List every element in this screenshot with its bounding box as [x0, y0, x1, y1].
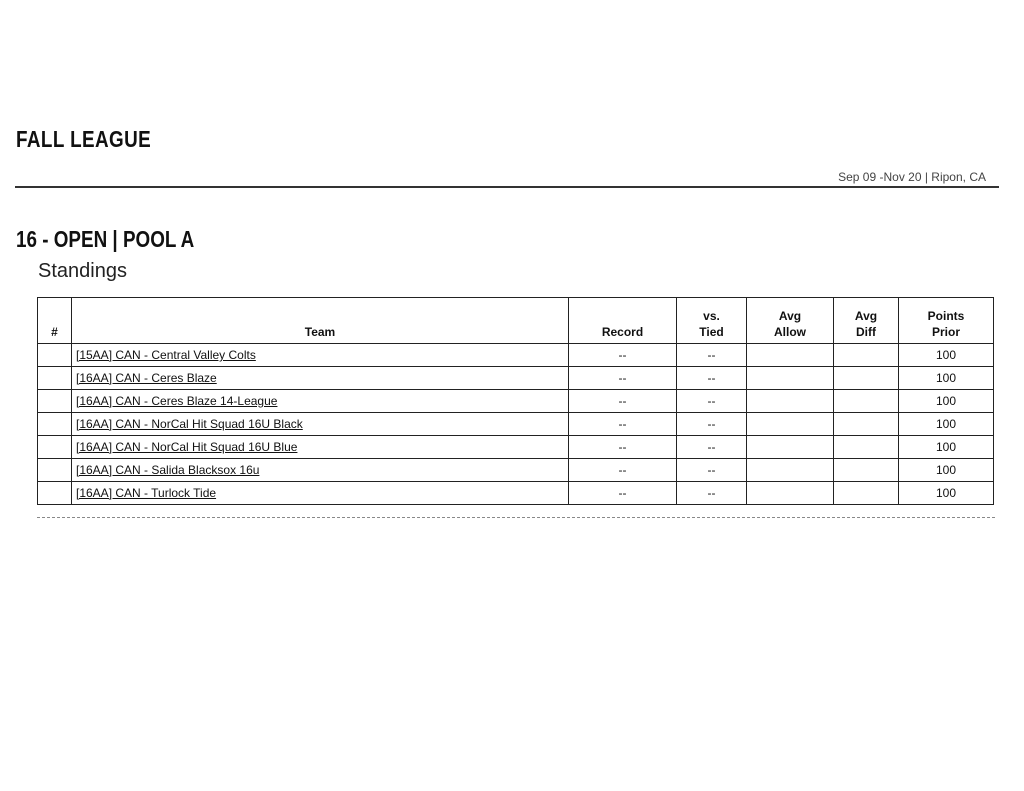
record-cell: --	[568, 366, 677, 390]
rank-cell	[37, 412, 72, 436]
team-cell: [16AA] CAN - Salida Blacksox 16u	[71, 458, 569, 482]
table-row: [16AA] CAN - Ceres Blaze -- -- 100	[37, 366, 994, 390]
points-prior-cell: 100	[898, 458, 994, 482]
record-cell: --	[568, 343, 677, 367]
avg-diff-cell	[833, 389, 899, 413]
team-link[interactable]: [16AA] CAN - Ceres Blaze 14-League	[76, 394, 278, 408]
team-link[interactable]: [16AA] CAN - Ceres Blaze	[76, 371, 217, 385]
team-cell: [16AA] CAN - Turlock Tide	[71, 481, 569, 505]
col-team: Team	[71, 297, 569, 344]
team-cell: [16AA] CAN - NorCal Hit Squad 16U Black	[71, 412, 569, 436]
event-dates-location: Sep 09 -Nov 20 | Ripon, CA	[838, 170, 986, 184]
avg-allow-cell	[746, 435, 834, 459]
col-points-prior: Points Prior	[898, 297, 994, 344]
vs-tied-cell: --	[676, 343, 747, 367]
team-cell: [16AA] CAN - NorCal Hit Squad 16U Blue	[71, 435, 569, 459]
points-prior-cell: 100	[898, 412, 994, 436]
record-cell: --	[568, 412, 677, 436]
avg-allow-cell	[746, 389, 834, 413]
rank-cell	[37, 343, 72, 367]
avg-diff-cell	[833, 458, 899, 482]
col-vs-tied: vs. Tied	[676, 297, 747, 344]
table-row: [16AA] CAN - Turlock Tide -- -- 100	[37, 481, 994, 505]
avg-allow-cell	[746, 366, 834, 390]
avg-diff-cell	[833, 481, 899, 505]
avg-diff-cell	[833, 366, 899, 390]
rank-cell	[37, 458, 72, 482]
header-divider	[15, 186, 999, 188]
col-record: Record	[568, 297, 677, 344]
team-link[interactable]: [16AA] CAN - NorCal Hit Squad 16U Black	[76, 417, 303, 431]
points-prior-cell: 100	[898, 481, 994, 505]
rank-cell	[37, 435, 72, 459]
team-cell: [16AA] CAN - Ceres Blaze	[71, 366, 569, 390]
vs-tied-cell: --	[676, 366, 747, 390]
points-prior-cell: 100	[898, 389, 994, 413]
team-cell: [16AA] CAN - Ceres Blaze 14-League	[71, 389, 569, 413]
standings-table: # Team Record vs. Tied Avg Allow Avg Dif…	[37, 297, 994, 505]
record-cell: --	[568, 458, 677, 482]
table-row: [16AA] CAN - NorCal Hit Squad 16U Blue --…	[37, 435, 994, 459]
avg-allow-cell	[746, 458, 834, 482]
col-avg-allow: Avg Allow	[746, 297, 834, 344]
points-prior-cell: 100	[898, 435, 994, 459]
avg-diff-cell	[833, 412, 899, 436]
avg-allow-cell	[746, 412, 834, 436]
record-cell: --	[568, 389, 677, 413]
page-title: FALL LEAGUE	[16, 126, 152, 152]
table-row: [15AA] CAN - Central Valley Colts -- -- 100	[37, 343, 994, 367]
avg-diff-cell	[833, 435, 899, 459]
points-prior-cell: 100	[898, 366, 994, 390]
vs-tied-cell: --	[676, 458, 747, 482]
rank-cell	[37, 481, 72, 505]
team-link[interactable]: [16AA] CAN - Salida Blacksox 16u	[76, 463, 260, 477]
record-cell: --	[568, 435, 677, 459]
points-prior-cell: 100	[898, 343, 994, 367]
standings-heading: Standings	[38, 260, 127, 282]
vs-tied-cell: --	[676, 435, 747, 459]
team-link[interactable]: [16AA] CAN - NorCal Hit Squad 16U Blue	[76, 440, 298, 454]
team-cell: [15AA] CAN - Central Valley Colts	[71, 343, 569, 367]
footer-divider	[37, 517, 995, 518]
avg-diff-cell	[833, 343, 899, 367]
table-header-row: # Team Record vs. Tied Avg Allow Avg Dif…	[37, 297, 994, 344]
vs-tied-cell: --	[676, 389, 747, 413]
table-row: [16AA] CAN - NorCal Hit Squad 16U Black -…	[37, 412, 994, 436]
avg-allow-cell	[746, 481, 834, 505]
division-title: 16 - OPEN | POOL A	[16, 226, 195, 252]
table-row: [16AA] CAN - Ceres Blaze 14-League -- -- 10…	[37, 389, 994, 413]
table-row: [16AA] CAN - Salida Blacksox 16u -- -- 100	[37, 458, 994, 482]
rank-cell	[37, 389, 72, 413]
team-link[interactable]: [16AA] CAN - Turlock Tide	[76, 486, 217, 500]
col-avg-diff: Avg Diff	[833, 297, 899, 344]
col-rank: #	[37, 297, 72, 344]
rank-cell	[37, 366, 72, 390]
record-cell: --	[568, 481, 677, 505]
avg-allow-cell	[746, 343, 834, 367]
vs-tied-cell: --	[676, 412, 747, 436]
team-link[interactable]: [15AA] CAN - Central Valley Colts	[76, 348, 256, 362]
vs-tied-cell: --	[676, 481, 747, 505]
